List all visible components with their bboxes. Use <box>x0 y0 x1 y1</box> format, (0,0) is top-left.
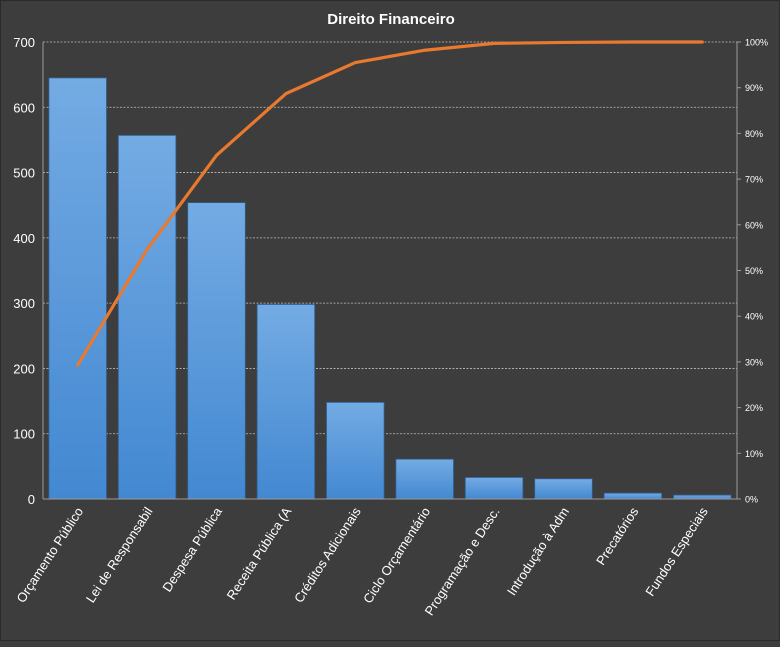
bar <box>326 401 385 500</box>
y-tick-label: 700 <box>13 35 35 50</box>
y2-tick-label: 20% <box>745 403 763 413</box>
y-tick-label: 300 <box>13 296 35 311</box>
y2-axis: 0% 10% 20% 30% 40% 50% 60% 70% 80% 90% 100% <box>736 38 768 505</box>
x-tick-label: Precatórios <box>593 504 642 568</box>
bar <box>534 478 593 500</box>
bar <box>117 134 177 500</box>
x-tick-label: Lei de Responsabil <box>83 504 156 605</box>
bar <box>673 494 732 500</box>
x-tick-label: Receita Pública (A <box>224 504 295 602</box>
cumulative-percentage-line <box>76 40 704 367</box>
y-tick-label: 0 <box>28 492 35 507</box>
bar <box>187 202 246 500</box>
chart-title: Direito Financeiro <box>327 11 455 28</box>
x-tick-label: Introdução à Adm <box>504 504 572 598</box>
y-tick-label: 600 <box>13 100 35 115</box>
y-tick-label: 400 <box>13 231 35 246</box>
y2-tick-label: 40% <box>745 312 763 322</box>
y2-tick-label: 80% <box>745 129 763 139</box>
y2-tick-label: 90% <box>745 83 763 93</box>
bar <box>256 304 316 500</box>
x-tick-label: Créditos Adicionais <box>291 504 364 605</box>
x-tick-label: Ciclo Orçamentário <box>360 504 433 605</box>
bars <box>48 77 732 500</box>
bar <box>48 77 107 500</box>
y2-tick-label: 10% <box>745 449 763 459</box>
cumulative-line <box>76 40 704 367</box>
x-tick-label: Orçamento Público <box>13 504 86 605</box>
y2-tick-label: 30% <box>745 357 763 367</box>
bar <box>603 492 663 500</box>
x-tick-label: Despesa Pública <box>159 504 225 595</box>
y-tick-label: 100 <box>13 427 35 442</box>
y-axis: 0 100 200 300 400 500 600 700 <box>13 35 737 507</box>
y-tick-label: 500 <box>13 166 35 181</box>
bar <box>395 458 454 500</box>
bar <box>464 477 524 500</box>
y-tick-label: 200 <box>13 361 35 376</box>
x-tick-label: Programação e Desc. <box>422 504 503 618</box>
y2-tick-label: 70% <box>745 175 763 185</box>
y2-tick-label: 50% <box>745 266 763 276</box>
y2-tick-label: 60% <box>745 220 763 230</box>
y2-tick-label: 100% <box>745 38 768 48</box>
y2-tick-label: 0% <box>745 495 758 505</box>
x-tick-label: Fundos Especiais <box>642 504 711 599</box>
